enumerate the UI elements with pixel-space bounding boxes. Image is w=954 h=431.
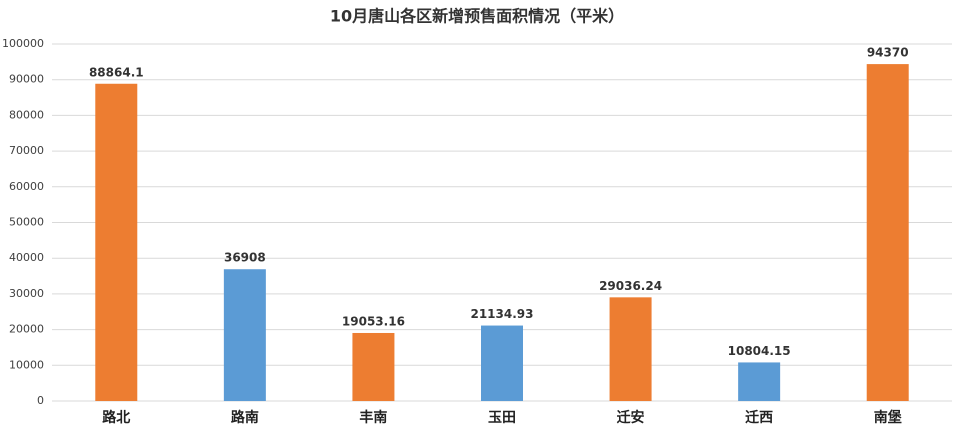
y-tick-label: 0 — [37, 394, 44, 407]
bar — [223, 269, 266, 401]
x-tick-label: 迁西 — [745, 409, 773, 426]
value-label: 88864.1 — [89, 65, 144, 79]
value-label: 94370 — [867, 46, 909, 60]
bar — [352, 332, 395, 401]
y-tick-label: 40000 — [9, 251, 44, 264]
x-tick-label: 路南 — [231, 409, 259, 426]
value-label: 19053.16 — [342, 314, 405, 328]
y-tick-label: 90000 — [9, 73, 44, 86]
x-tick-label: 玉田 — [488, 410, 516, 426]
x-tick-label: 丰南 — [359, 409, 387, 426]
value-label: 10804.15 — [728, 344, 791, 358]
bar — [866, 64, 909, 402]
x-tick-label: 迁安 — [617, 409, 645, 426]
bar — [738, 362, 781, 401]
value-label: 29036.24 — [599, 279, 662, 293]
chart-title: 10月唐山各区新增预售面积情况（平米） — [330, 7, 624, 26]
bar — [95, 83, 138, 402]
x-tick-label: 路北 — [102, 409, 130, 426]
bar — [481, 325, 523, 401]
y-tick-label: 80000 — [9, 108, 44, 121]
y-tick-label: 70000 — [9, 144, 44, 157]
y-tick-label: 20000 — [9, 323, 44, 336]
y-tick-label: 50000 — [9, 216, 44, 229]
value-label: 36908 — [224, 251, 266, 265]
y-tick-label: 10000 — [9, 358, 44, 371]
y-tick-label: 30000 — [9, 287, 44, 300]
y-tick-label: 100000 — [2, 37, 44, 50]
y-tick-label: 60000 — [9, 180, 44, 193]
x-tick-label: 南堡 — [874, 409, 902, 426]
value-label: 21134.93 — [470, 307, 533, 321]
bar — [609, 297, 652, 401]
